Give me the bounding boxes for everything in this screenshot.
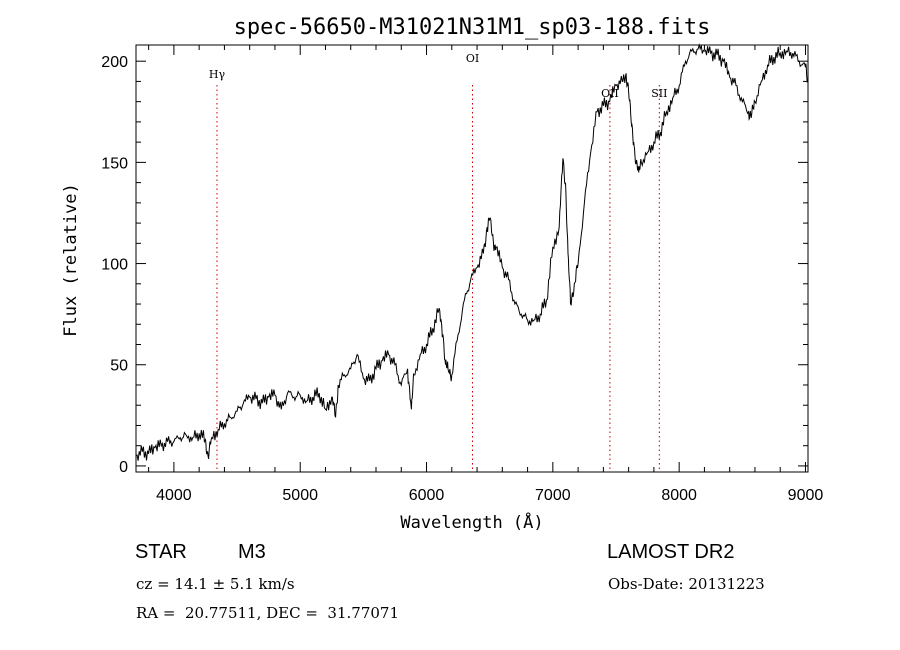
y-tick-label: 100 — [101, 257, 128, 274]
x-tick-label: 4000 — [156, 487, 192, 504]
x-tick-label: 9000 — [788, 487, 824, 504]
x-tick-label: 5000 — [282, 487, 318, 504]
x-tick-label: 6000 — [409, 487, 445, 504]
spectral-line-label: SII — [651, 87, 667, 100]
spectral-line-label: Hγ — [209, 68, 226, 81]
x-axis-label: Wavelength (Å) — [400, 511, 543, 533]
object-type: STAR — [135, 541, 187, 563]
ra-dec-coordinates: RA = 20.77511, DEC = 31.77071 — [136, 604, 400, 622]
y-axis-label: Flux (relative) — [61, 183, 81, 337]
y-tick-label: 200 — [101, 54, 128, 71]
spectral-subclass: M3 — [238, 541, 266, 563]
observation-date: Obs-Date: 20131223 — [608, 575, 765, 593]
plot-frame — [135, 44, 809, 473]
y-tick-label: 150 — [101, 155, 128, 172]
y-tick-label: 0 — [119, 459, 128, 476]
redshift-velocity: cz = 14.1 ± 5.1 km/s — [136, 575, 295, 593]
chart-title: spec-56650-M31021N31M1_sp03-188.fits — [234, 15, 711, 40]
x-tick-label: 8000 — [661, 487, 697, 504]
spectral-line-label: OI — [466, 52, 479, 65]
spectrum-line — [135, 43, 809, 461]
y-tick-label: 50 — [110, 358, 128, 375]
survey-name: LAMOST DR2 — [607, 541, 735, 563]
plot-area: 4000 5000 6000 7000 8000 9000 0 50 100 150 200 Hγ OI… — [101, 43, 824, 504]
x-tick-label: 7000 — [535, 487, 571, 504]
